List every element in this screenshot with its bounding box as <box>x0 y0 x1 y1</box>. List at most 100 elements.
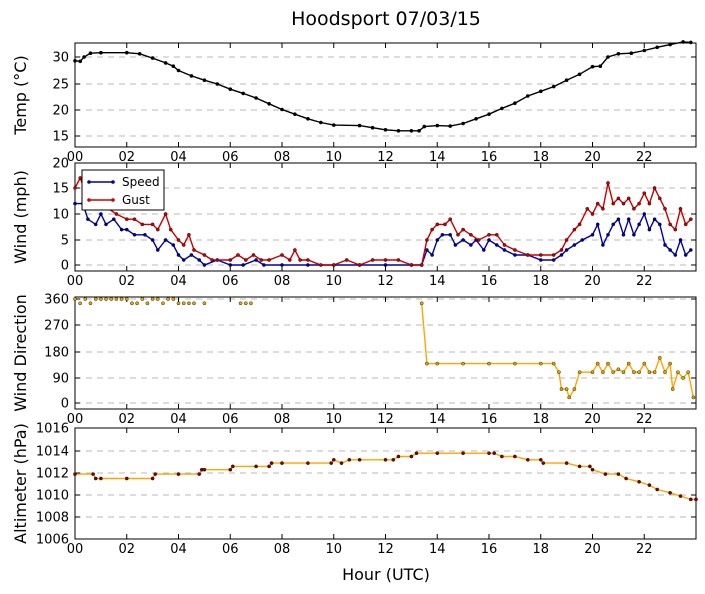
temperature-xtick-label: 10 <box>325 150 342 165</box>
temperature-temp-point <box>539 89 543 94</box>
altimeter-altimeter-marker-point <box>383 457 388 462</box>
wind-legend: Speed Gust <box>81 169 165 211</box>
temperature-ytick-label: 25 <box>52 78 69 93</box>
altimeter-xtick-label: 02 <box>118 542 135 557</box>
wind-speed-gust-point <box>192 248 196 252</box>
wind-direction-direction-marker-point <box>88 301 93 306</box>
temperature-temp-point <box>73 59 77 63</box>
altimeter-ytick-label: 1014 <box>36 445 69 460</box>
altimeter-xtick-label: 22 <box>636 542 653 557</box>
wind-direction-xtick-label: 04 <box>170 412 187 427</box>
wind-direction-direction-marker-point <box>192 301 196 306</box>
temperature-panel: 15 20 25 30 00 02 04 06 08 10 12 14 16 18 20 22 Temp (°C… <box>11 40 697 165</box>
wind-speed-gust-point <box>494 232 499 237</box>
wind-speed-gust-point <box>647 201 652 206</box>
temperature-ytick-label: 20 <box>52 104 69 119</box>
altimeter-altimeter-marker-point <box>99 476 103 481</box>
wind-speed-gust-point <box>590 212 595 216</box>
wind-speed-xtick-label: 10 <box>325 274 342 289</box>
wind-direction-xtick-label: 08 <box>274 412 291 427</box>
altimeter-ytick-label: 1012 <box>36 467 69 482</box>
wind-direction-xtick-label: 06 <box>222 412 239 427</box>
wind-speed-gust-point <box>293 248 297 252</box>
altimeter-altimeter-marker-point <box>93 476 98 481</box>
wind-speed-gust-point <box>526 253 530 257</box>
wind-speed-gust-point <box>626 196 631 201</box>
wind-direction-ytick-label: 180 <box>44 346 69 361</box>
temperature-temp-point <box>357 123 362 128</box>
wind-direction-direction-marker-point <box>249 301 253 306</box>
wind-direction-direction-line-point <box>637 370 641 375</box>
altimeter-altimeter-marker-point <box>577 464 582 469</box>
wind-speed-speed-point <box>469 243 473 247</box>
altimeter-altimeter-marker-point <box>202 467 207 472</box>
wind-speed-speed-point <box>453 243 458 247</box>
temperature-xtick-label: 00 <box>67 150 84 165</box>
wind-direction-direction-line-point <box>621 370 626 375</box>
altimeter-ytick-label: 1008 <box>36 511 69 526</box>
temperature-temp-point <box>689 40 693 45</box>
altimeter-xtick-label: 18 <box>532 542 549 557</box>
wind-direction-y-axis-label: Wind Direction <box>11 294 30 412</box>
wind-speed-gust-point <box>155 227 160 232</box>
wind-direction-direction-line-point <box>652 370 657 375</box>
wind-direction-direction-marker-point <box>83 297 88 301</box>
wind-speed-speed-point <box>595 222 600 227</box>
wind-speed-gust-point <box>331 263 336 267</box>
wind-speed-gust-point <box>132 217 137 221</box>
wind-direction-direction-marker-point <box>145 301 150 306</box>
wind-direction-direction-marker-point <box>104 297 108 301</box>
temperature-xtick-label: 02 <box>118 150 135 165</box>
temperature-temp-point <box>150 56 155 60</box>
wind-speed-gust-point <box>585 206 590 211</box>
wind-speed-gust-point <box>78 176 82 180</box>
altimeter-altimeter-marker-point <box>414 451 419 456</box>
altimeter-altimeter-marker-point <box>647 483 652 487</box>
temperature-temp-point <box>577 72 582 77</box>
wind-speed-gust-point <box>176 238 181 242</box>
temperature-ytick-label: 30 <box>52 51 69 66</box>
temperature-y-axis-label: Temp (°C) <box>11 55 30 135</box>
wind-speed-gust-point <box>73 186 77 190</box>
altimeter-xtick-label: 14 <box>429 542 446 557</box>
wind-speed-speed-point <box>513 253 517 257</box>
wind-speed-speed-point <box>626 217 631 221</box>
altimeter-altimeter-marker-point <box>500 454 504 459</box>
altimeter-altimeter-marker-point <box>391 457 396 462</box>
temperature-temp-point <box>668 42 672 47</box>
wind-speed-gust-point <box>163 212 168 216</box>
wind-speed-speed-point <box>125 227 129 232</box>
wind-direction-direction-marker-point <box>78 301 82 306</box>
altimeter-altimeter-marker-point <box>280 461 284 465</box>
wind-direction-direction-line-point <box>676 370 680 375</box>
wind-speed-xtick-label: 18 <box>532 274 549 289</box>
wind-direction-direction-marker-point <box>243 301 248 306</box>
altimeter-altimeter-marker-point <box>678 494 683 498</box>
wind-speed-gust-point <box>187 232 191 237</box>
temperature-temp-point <box>564 78 569 82</box>
wind-speed-gust-point <box>210 258 214 262</box>
altimeter-altimeter-marker-point <box>541 461 546 465</box>
wind-direction-direction-line-point <box>557 370 561 375</box>
wind-speed-speed-point <box>197 258 201 262</box>
altimeter-altimeter-marker-point <box>125 476 129 481</box>
wind-speed-gust-point <box>678 206 683 211</box>
wind-direction-xtick-label: 00 <box>67 412 84 427</box>
wind-direction-direction-marker-point <box>161 301 165 306</box>
temperature-temp-point <box>99 50 103 55</box>
altimeter-altimeter-marker-point <box>228 467 233 472</box>
wind-speed-gust-point <box>637 201 641 206</box>
temperature-temp-point <box>629 51 634 55</box>
legend-speed-label: Speed <box>122 175 160 189</box>
wind-direction-direction-line-point <box>567 395 572 400</box>
wind-speed-ytick-label: 10 <box>52 208 69 223</box>
wind-speed-speed-point <box>93 222 98 227</box>
wind-speed-speed-point <box>155 248 160 252</box>
altimeter-altimeter-marker-point <box>668 490 672 495</box>
temperature-temp-point <box>254 96 258 100</box>
wind-direction-direction-line-point <box>681 376 685 380</box>
altimeter-altimeter-marker-point <box>694 497 698 502</box>
temperature-temp-point <box>655 45 659 50</box>
legend-gust-marker-left <box>87 198 91 202</box>
